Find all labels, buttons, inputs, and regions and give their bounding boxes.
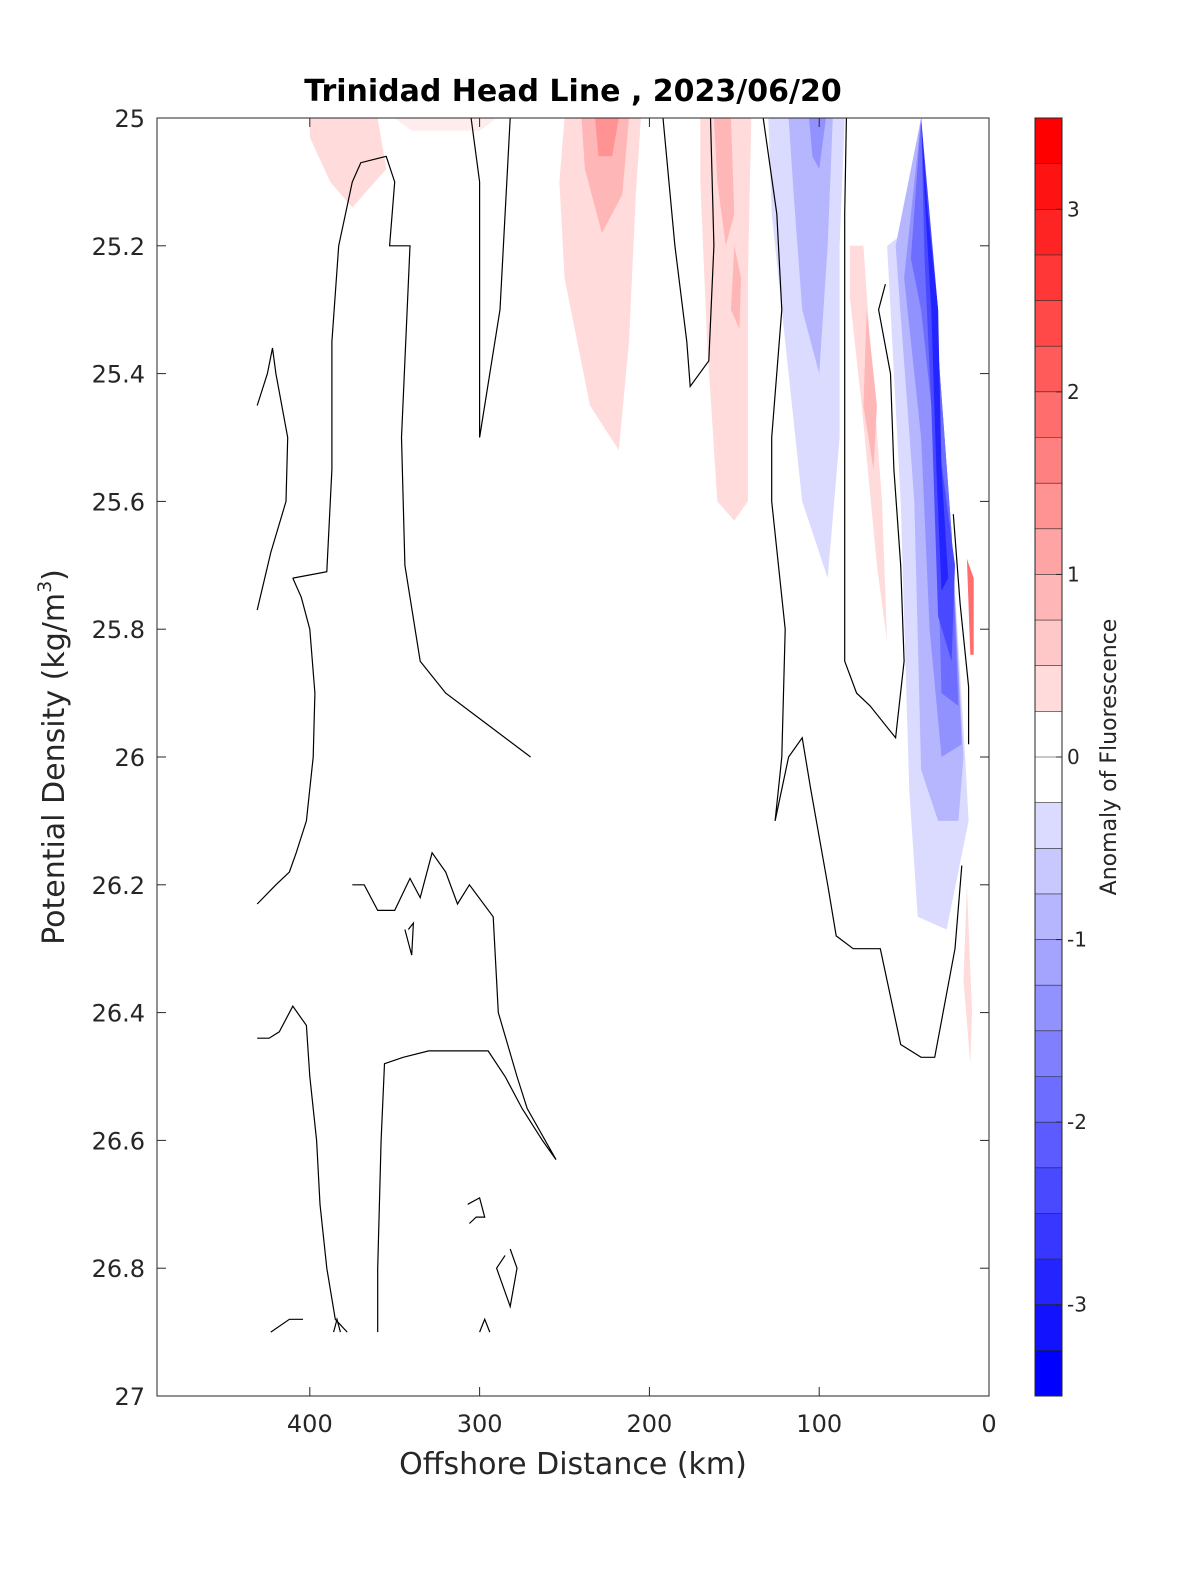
x-tick-label: 400 [287, 1410, 333, 1438]
colorbar: 3 2 1 0 -1 -2 -3 [1034, 117, 1087, 1397]
positive-anomaly-region [963, 884, 972, 1064]
colorbar-level-swatch [1035, 893, 1062, 940]
zero-contour-line [257, 1005, 348, 1333]
y-tick-label: 27 [114, 1383, 145, 1411]
negative-anomaly-region [788, 118, 833, 374]
y-axis-label-main: Potential Density (kg/m [37, 593, 72, 945]
zero-contour-line [256, 577, 316, 905]
positive-anomaly-region [966, 558, 974, 655]
zero-contour-line [404, 921, 415, 956]
zero-contour-line [352, 851, 557, 1333]
negative-anomaly-region [809, 118, 826, 170]
zero-contour-line [844, 117, 905, 740]
colorbar-level-swatch [1035, 1213, 1062, 1260]
x-tick-label: 100 [796, 1410, 842, 1438]
y-tick-label: 26 [114, 744, 145, 772]
zero-contour-line [952, 514, 970, 745]
colorbar-tick-label: 0 [1067, 745, 1080, 769]
colorbar-tick-label: 1 [1067, 562, 1080, 586]
y-axis-label-close: ) [37, 569, 72, 581]
colorbar-level-swatch [1035, 711, 1062, 757]
colorbar-level-swatch [1035, 118, 1062, 164]
colorbar-tick-label: -3 [1067, 1293, 1087, 1317]
y-tick-label: 25.6 [92, 488, 145, 516]
y-tick-label: 26.8 [92, 1255, 145, 1283]
positive-anomaly-region [849, 245, 888, 643]
colorbar-level-swatch [1035, 574, 1062, 621]
colorbar-level-swatch [1035, 163, 1062, 210]
x-tick-label: 0 [981, 1410, 996, 1438]
zero-contour-line [495, 1248, 518, 1309]
colorbar-level-swatch [1035, 1076, 1062, 1123]
colorbar-level-swatch [1035, 391, 1062, 438]
positive-anomaly-region [595, 118, 619, 157]
colorbar-tick-label: -2 [1067, 1110, 1087, 1134]
negative-anomaly-region [921, 118, 949, 591]
colorbar-tick-label: -1 [1067, 928, 1087, 952]
colorbar-level-swatch [1035, 1167, 1062, 1214]
colorbar-level-swatch [1035, 1030, 1062, 1077]
zero-contour-line [256, 347, 289, 611]
zero-contour-line [292, 155, 531, 758]
y-axis-ticks: 25 25.2 25.4 25.6 25.8 26 26.2 26.4 26.6 26.8 27 [92, 105, 989, 1411]
x-tick-label: 300 [457, 1410, 503, 1438]
x-axis-ticks: 400 300 200 100 0 [287, 118, 997, 1438]
positive-anomaly-region [730, 245, 742, 329]
y-axis-label-superscript: 3 [34, 581, 56, 593]
y-tick-label: 25.8 [92, 616, 145, 644]
zero-contour-layer [256, 117, 970, 1333]
y-tick-label: 25.4 [92, 361, 145, 389]
chart-title: Trinidad Head Line , 2023/06/20 [304, 74, 841, 109]
zero-contour-line [479, 1317, 491, 1333]
colorbar-level-swatch [1035, 437, 1062, 484]
colorbar-level-swatch [1035, 848, 1062, 894]
zero-contour-line [270, 1318, 303, 1333]
colorbar-tick-label: 2 [1067, 380, 1080, 404]
positive-anomaly-region [713, 118, 735, 246]
colorbar-level-swatch [1035, 939, 1062, 986]
colorbar-level-swatch [1035, 209, 1062, 255]
y-tick-label: 25.2 [92, 233, 145, 261]
y-tick-label: 26.2 [92, 872, 145, 900]
colorbar-label: Anomaly of Fluorescence [1097, 619, 1122, 896]
colorbar-level-swatch [1035, 1304, 1062, 1351]
colorbar-level-swatch [1035, 300, 1062, 347]
colorbar-level-swatch [1035, 620, 1062, 666]
colorbar-tick-label: 3 [1067, 197, 1080, 221]
positive-anomaly-region [394, 118, 497, 131]
anomaly-fill-layer [309, 118, 974, 1064]
positive-anomaly-region [863, 309, 877, 470]
zero-contour-line [470, 117, 511, 438]
colorbar-level-swatch [1035, 757, 1062, 803]
positive-anomaly-region [581, 118, 629, 233]
colorbar-level-swatch [1035, 1259, 1062, 1305]
zero-contour-line [467, 1197, 486, 1224]
zero-contour-line [762, 117, 963, 1058]
colorbar-level-swatch [1035, 985, 1062, 1031]
positive-anomaly-region [309, 118, 387, 208]
x-tick-label: 200 [627, 1410, 673, 1438]
colorbar-level-swatch [1035, 483, 1062, 529]
x-axis-label: Offshore Distance (km) [399, 1447, 747, 1482]
y-tick-label: 26.6 [92, 1127, 145, 1155]
colorbar-level-swatch [1035, 254, 1062, 301]
colorbar-level-swatch [1035, 1350, 1062, 1396]
zero-contour-line [662, 117, 715, 389]
positive-anomaly-region [559, 118, 641, 451]
zero-contour-line [333, 1316, 341, 1333]
colorbar-level-swatch [1035, 665, 1062, 712]
colorbar-level-swatch [1035, 346, 1062, 392]
y-tick-label: 26.4 [92, 1000, 145, 1028]
colorbar-level-swatch [1035, 802, 1062, 849]
y-axis-label: Potential Density (kg/m3) [34, 569, 72, 945]
colorbar-level-swatch [1035, 1122, 1062, 1168]
y-tick-label: 25 [114, 105, 145, 133]
colorbar-level-swatch [1035, 528, 1062, 575]
